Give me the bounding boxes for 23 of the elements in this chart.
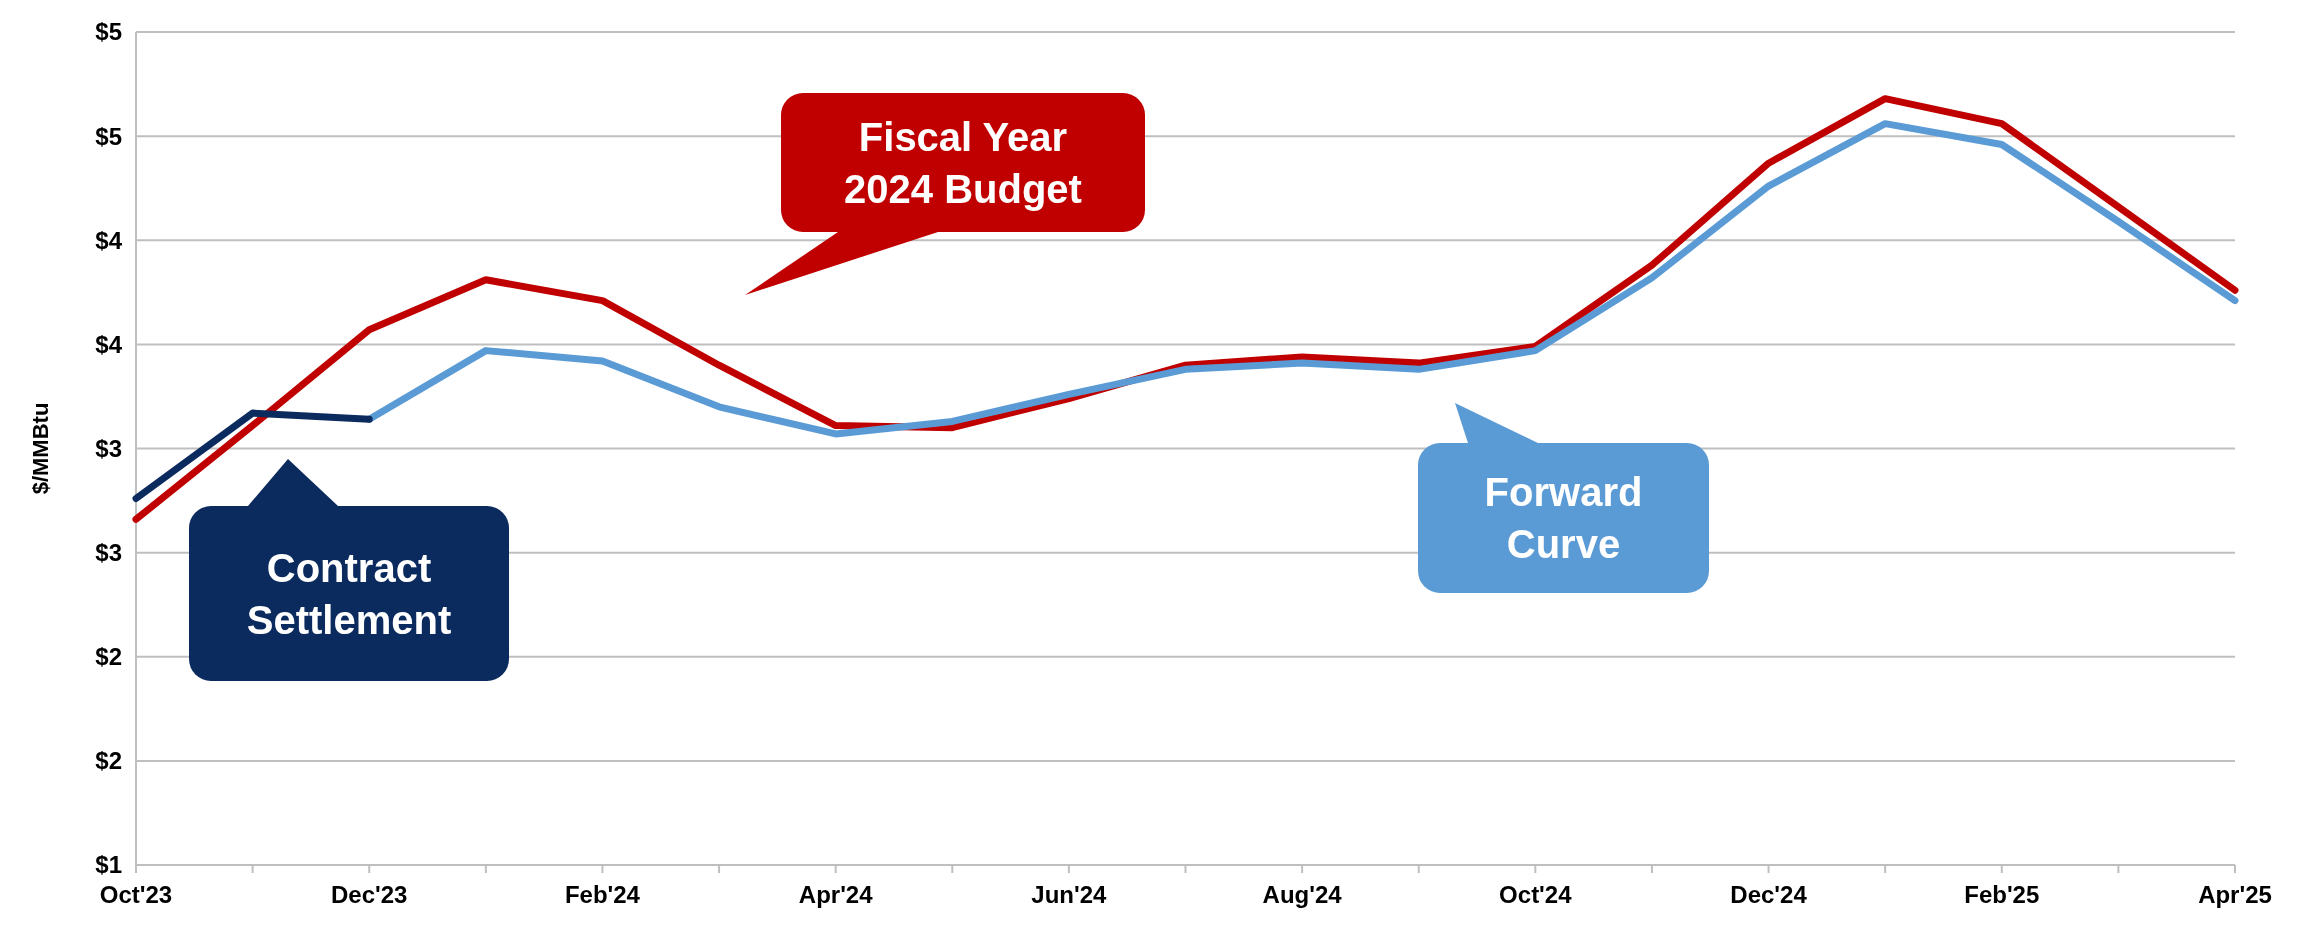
x-tick-label: Oct'23 [99, 881, 173, 908]
y-tick-label: $3 [95, 434, 122, 462]
y-tick-label: $1 [95, 851, 122, 879]
x-tick-label: Aug'24 [1262, 881, 1343, 908]
y-tick-label: $4 [95, 226, 123, 254]
y-tick-label: $3 [95, 539, 122, 567]
y-tick-label: $4 [95, 330, 123, 358]
x-tick-label: Feb'25 [1964, 881, 2040, 908]
y-tick-label: $5 [95, 18, 122, 46]
legend-label: Contract Settlement [246, 545, 452, 642]
x-tick-label: Apr'25 [2198, 881, 2272, 908]
x-tick-label: Dec'23 [331, 881, 408, 908]
y-tick-label: $5 [95, 122, 122, 150]
x-tick-label: Jun'24 [1031, 881, 1108, 908]
text: Fiscal Year 2024 Budget [844, 114, 1082, 211]
y-tick-label: $2 [95, 643, 122, 671]
x-tick-label: Feb'24 [564, 881, 641, 908]
y-axis-title: $/MMBtu [28, 402, 53, 495]
x-tick-label: Apr'24 [798, 881, 874, 908]
x-tick-label: Dec'24 [1730, 881, 1808, 908]
x-tick-label: Oct'24 [1499, 881, 1573, 908]
legend-label: Forward Curve [1484, 470, 1643, 566]
y-tick-label: $2 [95, 747, 122, 775]
